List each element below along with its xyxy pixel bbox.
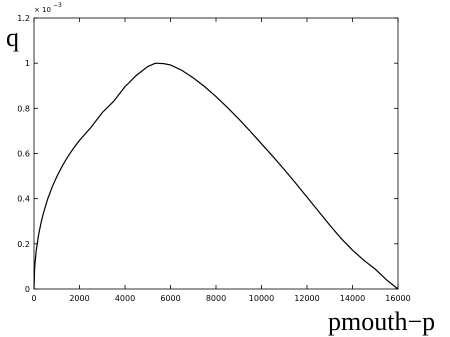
y-tick-label: 1.2 — [17, 14, 30, 23]
x-tick-label: 10000 — [249, 294, 274, 303]
y-tick-label: 0.2 — [17, 240, 30, 249]
x-tick-label: 8000 — [206, 294, 226, 303]
x-tick-label: 2000 — [69, 294, 89, 303]
y-tick-label: 0.6 — [17, 150, 30, 159]
x-tick-label: 14000 — [340, 294, 365, 303]
y-exponent-power: −3 — [53, 2, 62, 9]
y-tick-label: 0.4 — [17, 195, 30, 204]
y-exponent-base: × 10 — [34, 6, 51, 14]
plot-frame — [33, 17, 399, 290]
x-tick-label: 6000 — [160, 294, 180, 303]
y-tick-label: 1 — [25, 59, 30, 68]
ticks-group — [33, 17, 399, 290]
y-tick-label: 0.8 — [17, 104, 30, 113]
x-tick-label: 4000 — [115, 294, 135, 303]
x-tick-label: 12000 — [294, 294, 319, 303]
tick-labels-group: 0 2000 4000 6000 8000 10000 12000 14000 16000 0 0.… — [17, 14, 410, 303]
x-axis-label: pmouth−p — [328, 307, 435, 336]
series-line — [33, 62, 399, 290]
x-tick-label: 0 — [31, 294, 36, 303]
y-tick-label: 0 — [25, 285, 30, 294]
y-axis-label: q — [6, 23, 19, 52]
x-tick-label: 16000 — [385, 294, 410, 303]
